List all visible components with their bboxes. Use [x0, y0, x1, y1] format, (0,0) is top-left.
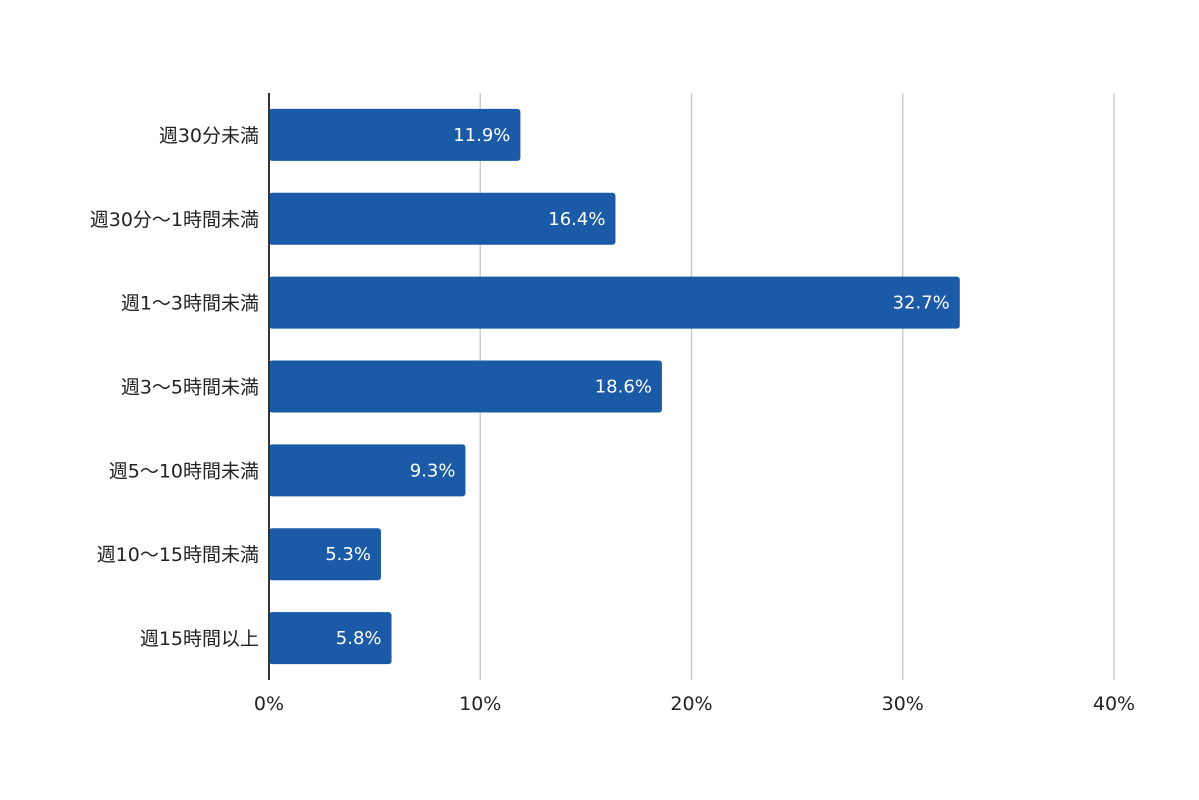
bar — [269, 444, 466, 497]
bar-value-label: 9.3% — [410, 460, 456, 481]
bar-value-label: 11.9% — [453, 125, 510, 146]
bars — [269, 108, 960, 665]
bar-value-label: 5.8% — [336, 628, 382, 649]
category-label: 週30分未満 — [159, 125, 259, 147]
category-label: 週15時間以上 — [140, 628, 259, 650]
category-label: 週10〜15時間未満 — [97, 544, 259, 566]
bar — [269, 276, 960, 329]
x-tick-label: 10% — [459, 693, 501, 715]
bar — [269, 108, 521, 161]
bar — [269, 360, 662, 413]
bar-value-label: 18.6% — [595, 377, 652, 398]
category-label: 週3〜5時間未満 — [121, 377, 259, 399]
category-label: 週1〜3時間未満 — [121, 293, 259, 315]
x-tick-label: 40% — [1093, 693, 1135, 715]
labels: 0% 10% 20% 30% 40% 11.9% 週30分未満 16.4% 週30分〜1時間未満… — [90, 125, 1135, 715]
bar — [269, 612, 392, 665]
category-label: 週30分〜1時間未満 — [90, 209, 259, 231]
bar-value-label: 16.4% — [548, 209, 605, 230]
bar — [269, 528, 381, 581]
category-label: 週5〜10時間未満 — [109, 460, 259, 482]
x-tick-label: 0% — [254, 693, 284, 715]
bar — [269, 192, 616, 245]
bar-value-label: 32.7% — [893, 293, 950, 314]
x-tick-label: 30% — [882, 693, 924, 715]
x-tick-label: 20% — [670, 693, 712, 715]
bar-value-label: 5.3% — [325, 544, 371, 565]
